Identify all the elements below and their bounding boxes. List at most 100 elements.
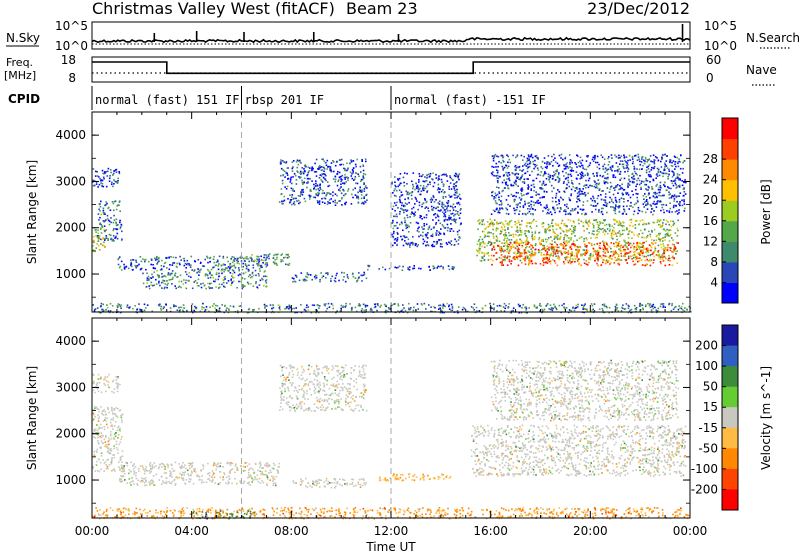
- data-cell: [457, 176, 459, 179]
- data-cell: [249, 256, 252, 259]
- data-cell: [521, 213, 524, 215]
- data-cell: [115, 208, 118, 211]
- data-cell: [432, 245, 434, 248]
- data-cell: [415, 221, 418, 224]
- data-cell: [202, 265, 204, 267]
- data-cell: [397, 178, 399, 180]
- data-cell: [585, 246, 588, 248]
- data-cell: [501, 223, 504, 225]
- data-cell: [653, 200, 655, 203]
- data-cell: [615, 201, 618, 203]
- data-cell: [649, 303, 651, 305]
- data-cell: [332, 307, 334, 310]
- data-cell: [406, 203, 408, 205]
- data-cell: [501, 207, 503, 209]
- data-cell: [393, 194, 396, 197]
- data-cell: [617, 245, 620, 248]
- data-cell: [399, 201, 402, 204]
- nsky-label: N.Sky: [6, 31, 40, 45]
- data-cell: [399, 200, 401, 202]
- data-cell: [508, 258, 511, 261]
- data-cell: [512, 154, 514, 157]
- data-cell: [618, 240, 621, 243]
- data-cell: [232, 259, 235, 261]
- data-cell: [155, 257, 158, 259]
- data-cell: [646, 249, 649, 252]
- nsky-line: [91, 36, 691, 44]
- data-cell: [506, 208, 509, 211]
- data-cell: [360, 180, 362, 183]
- data-cell: [426, 190, 429, 192]
- data-cell: [118, 257, 120, 259]
- data-cell: [523, 258, 526, 260]
- data-cell: [679, 202, 681, 205]
- data-cell: [622, 166, 625, 168]
- data-cell: [660, 246, 663, 249]
- data-cell: [293, 173, 296, 175]
- data-cell: [107, 239, 109, 241]
- data-cell: [496, 240, 498, 242]
- data-cell: [597, 195, 600, 197]
- data-cell: [598, 167, 601, 170]
- data-cell: [560, 222, 563, 225]
- data-cell: [584, 245, 587, 248]
- data-cell: [218, 275, 221, 277]
- data-cell: [512, 233, 515, 236]
- data-cell: [677, 242, 679, 244]
- data-cell: [119, 256, 121, 258]
- data-cell: [398, 265, 401, 268]
- data-cell: [242, 272, 245, 275]
- data-cell: [411, 198, 413, 200]
- data-cell: [564, 240, 567, 243]
- data-cell: [406, 192, 409, 194]
- data-cell: [418, 181, 420, 183]
- data-cell: [407, 197, 410, 200]
- data-cell: [526, 163, 529, 166]
- data-cell: [448, 188, 450, 190]
- data-cell: [169, 264, 171, 266]
- data-cell: [589, 258, 591, 261]
- data-cell: [327, 273, 329, 276]
- data-cell: [627, 311, 630, 314]
- data-cell: [406, 216, 409, 219]
- data-cell: [431, 178, 433, 180]
- data-cell: [266, 264, 269, 266]
- data-cell: [459, 209, 462, 211]
- data-cell: [224, 278, 226, 280]
- data-cell: [317, 168, 320, 170]
- data-cell: [345, 169, 347, 172]
- data-cell: [401, 308, 404, 311]
- data-cell: [666, 172, 668, 175]
- data-cell: [325, 310, 327, 312]
- data-cell: [147, 275, 150, 278]
- data-cell: [500, 202, 503, 204]
- data-cell: [625, 167, 627, 169]
- data-cell: [204, 308, 207, 311]
- data-cell: [257, 261, 260, 264]
- data-cell: [191, 287, 194, 290]
- data-cell: [145, 285, 148, 288]
- data-cell: [548, 163, 550, 166]
- data-cell: [334, 199, 336, 202]
- data-cell: [664, 247, 666, 250]
- data-cell: [679, 201, 681, 203]
- data-cell: [353, 178, 356, 180]
- data-cell: [362, 303, 365, 306]
- data-cell: [576, 178, 578, 180]
- data-cell: [158, 274, 160, 277]
- data-cell: [328, 192, 330, 194]
- data-cell: [587, 165, 589, 168]
- data-cell: [602, 254, 605, 257]
- data-cell: [663, 211, 665, 214]
- nave-label: Nave: [746, 63, 777, 77]
- data-cell: [688, 305, 691, 308]
- data-cell: [314, 162, 316, 165]
- data-cell: [422, 228, 424, 230]
- data-cell: [299, 195, 301, 197]
- data-cell: [282, 200, 285, 203]
- data-cell: [613, 174, 615, 176]
- data-cell: [97, 232, 99, 235]
- data-cell: [584, 244, 587, 246]
- data-cell: [566, 203, 568, 206]
- data-cell: [533, 218, 535, 221]
